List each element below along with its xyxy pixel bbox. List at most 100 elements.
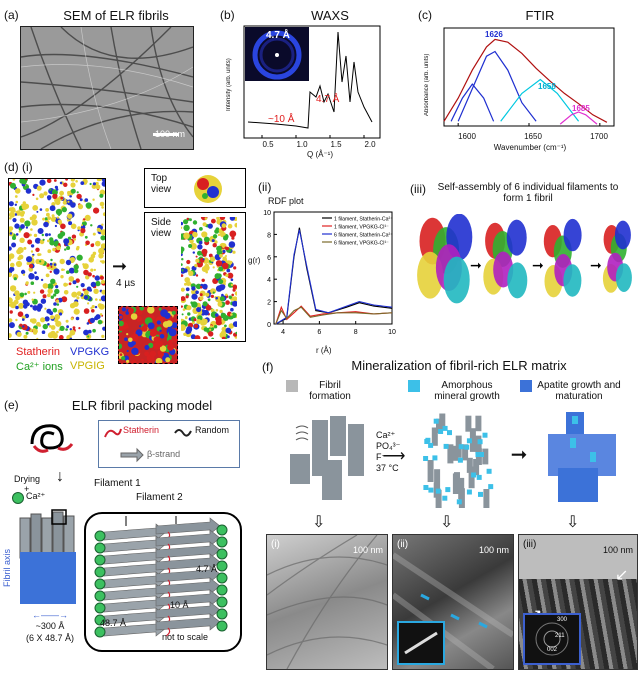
molecule-bead (139, 325, 142, 328)
molecule-bead (92, 274, 95, 278)
molecule-bead (208, 331, 214, 337)
molecule-bead (47, 216, 52, 220)
molecule-bead (9, 201, 14, 207)
panel-d-sub-iii: (iii) (410, 182, 426, 196)
molecule-bead (101, 230, 104, 233)
molecule-bead (215, 319, 223, 326)
molecule-bead (155, 357, 163, 363)
molecule-bead (203, 309, 209, 316)
molecule-bead (57, 219, 62, 224)
assembly-arrow-icon: ➞ (590, 257, 602, 273)
molecule-bead (211, 218, 216, 224)
molecule-bead (67, 213, 73, 219)
rdf-xtick-label: 4 (281, 329, 285, 336)
molecule-bead (49, 188, 52, 191)
molecule-bead (218, 279, 224, 285)
molecule-bead (93, 288, 99, 294)
ca-ion (94, 578, 106, 590)
molecule-bead (73, 264, 79, 270)
molecule-bead (73, 238, 76, 241)
diff-211: 211 (555, 633, 565, 639)
molecule-bead (9, 322, 15, 329)
molecule-bead (10, 182, 16, 189)
molecule-bead (94, 315, 99, 321)
condition-ca: Ca²⁺ (376, 430, 396, 440)
molecule-bead (186, 217, 189, 221)
molecule-bead (21, 204, 28, 210)
molecule-bead (15, 233, 19, 236)
molecule-bead (96, 179, 101, 182)
molecule-bead (90, 268, 94, 272)
molecule-bead (30, 228, 33, 231)
molecule-bead (70, 202, 76, 208)
molecule-bead (221, 223, 227, 228)
molecule-bead (61, 268, 64, 271)
molecule-bead (101, 223, 104, 226)
waxs-peak-47: 4.7 Å (316, 94, 340, 105)
beta-strand (155, 601, 221, 619)
molecule-bead (227, 272, 234, 279)
molecule-bead (34, 275, 39, 281)
molecule-bead (32, 328, 38, 334)
molecule-bead (40, 298, 47, 304)
apatite-growth-drawing (548, 412, 616, 502)
molecule-bead (93, 268, 97, 272)
mineral-cluster (475, 452, 481, 457)
ftir-series-line (457, 50, 537, 122)
fibril-rod (483, 489, 490, 508)
fibril-rod (473, 459, 480, 476)
molecule-bead (93, 207, 100, 214)
molecule-bead (232, 250, 236, 254)
molecule-bead (45, 208, 49, 212)
molecule-bead (51, 214, 55, 218)
molecule-bead (36, 185, 42, 191)
rdf-ytick-label: 0 (267, 322, 271, 329)
molecule-bead (22, 273, 26, 276)
molecule-bead (207, 223, 213, 229)
molecule-bead (231, 293, 234, 297)
molecule-bead (30, 281, 35, 285)
molecule-bead (68, 282, 72, 286)
protein-coil-icon (30, 424, 74, 453)
beta-strand (155, 565, 221, 583)
fibril-rod (452, 445, 459, 461)
top-view-box: Top view (144, 168, 246, 208)
molecule-bead (72, 280, 77, 285)
molecule-bead (25, 331, 29, 335)
molecule-bead (32, 193, 35, 196)
rdf-ytick-label: 10 (263, 210, 271, 217)
molecule-bead (80, 228, 86, 234)
molecule-bead (208, 253, 213, 258)
molecule-bead (96, 227, 101, 232)
ftir-xtick-2: 1700 (590, 132, 608, 141)
ca-ion-icon (12, 492, 24, 504)
side-view-molecules (181, 217, 237, 339)
molecule-bead (234, 291, 237, 296)
molecule-bead (159, 329, 162, 332)
width-detail: (6 X 48.7 Å) (25, 633, 75, 643)
molecule-bead (66, 283, 69, 286)
molecule-bead (71, 291, 78, 298)
molecule-bead (15, 200, 19, 204)
molecule-bead (31, 219, 38, 226)
molecule-bead (9, 207, 13, 212)
molecule-bead (9, 253, 15, 259)
mineral-cluster (477, 439, 483, 445)
molecule-bead (191, 286, 196, 291)
molecule-bead (211, 239, 215, 243)
molecule-bead (78, 327, 81, 330)
molecule-bead (222, 256, 227, 261)
molecule-bead (192, 231, 198, 238)
molecule-bead (47, 239, 50, 243)
molecule-bead (49, 239, 55, 246)
molecule-bead (214, 240, 218, 244)
molecule-bead (225, 246, 229, 251)
molecule-bead (18, 230, 21, 233)
mineral-cluster (432, 455, 438, 461)
molecule-bead (95, 184, 101, 190)
ftir-peak-1626: 1626 (485, 30, 503, 39)
molecule-bead (86, 322, 90, 325)
molecule-bead (42, 294, 47, 299)
molecule-bead (195, 258, 200, 263)
molecule-bead (63, 282, 68, 287)
